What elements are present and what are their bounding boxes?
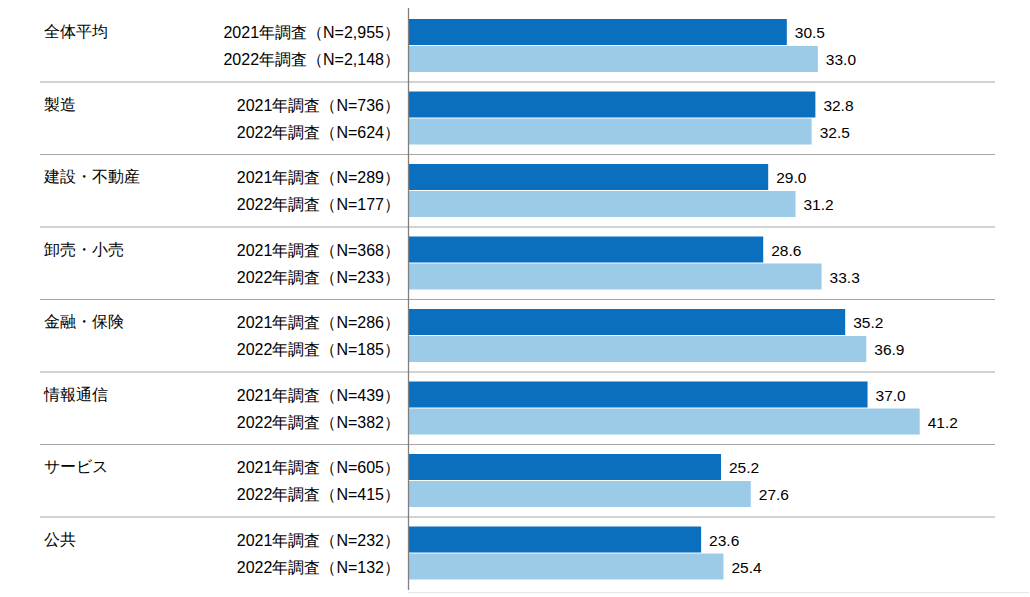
bar bbox=[408, 554, 723, 580]
bar-label: 2021年調査（N=736） bbox=[237, 97, 400, 114]
data-label: 35.2 bbox=[853, 314, 883, 331]
bar-label: 2021年調査（N=2,955） bbox=[223, 24, 400, 41]
bar bbox=[408, 164, 768, 190]
data-label: 37.0 bbox=[876, 387, 907, 404]
bar-label: 2022年調査（N=233） bbox=[237, 269, 400, 286]
category-label: サービス bbox=[44, 458, 108, 475]
bar bbox=[408, 264, 822, 290]
bar-label: 2022年調査（N=2,148） bbox=[223, 51, 400, 68]
category-label: 全体平均 bbox=[44, 23, 108, 40]
bar bbox=[408, 336, 866, 362]
range-line bbox=[408, 592, 1029, 593]
separator bbox=[40, 81, 995, 82]
bar bbox=[408, 527, 701, 553]
bar bbox=[408, 481, 751, 507]
data-label: 29.0 bbox=[776, 169, 807, 186]
bar-label: 2021年調査（N=605） bbox=[237, 459, 400, 476]
bar bbox=[408, 409, 920, 435]
chart: 全体平均 2021年調査（N=2,955） 30.5 2022年調査（N=2,148）… bbox=[0, 0, 1030, 597]
bar-label: 2022年調査（N=382） bbox=[237, 414, 400, 431]
bar bbox=[408, 46, 818, 72]
axis-line bbox=[408, 8, 409, 590]
data-label: 41.2 bbox=[928, 414, 958, 431]
bar-label: 2022年調査（N=132） bbox=[237, 559, 400, 576]
bar bbox=[408, 237, 763, 263]
category-label: 情報通信 bbox=[43, 386, 108, 403]
bar bbox=[408, 191, 796, 217]
data-label: 27.6 bbox=[759, 486, 789, 503]
bar bbox=[408, 454, 721, 480]
data-label: 31.2 bbox=[804, 196, 834, 213]
data-label: 25.4 bbox=[731, 559, 762, 576]
data-label: 33.3 bbox=[830, 269, 860, 286]
bar-label: 2021年調査（N=439） bbox=[237, 387, 400, 404]
separator bbox=[40, 154, 995, 155]
bar-label: 2021年調査（N=368） bbox=[237, 242, 400, 259]
separator bbox=[40, 371, 995, 372]
data-label: 25.2 bbox=[729, 459, 759, 476]
labels: 全体平均 2021年調査（N=2,955） 30.5 2022年調査（N=2,148）… bbox=[43, 23, 958, 576]
separator bbox=[40, 226, 995, 227]
bar-label: 2021年調査（N=289） bbox=[237, 169, 400, 186]
bar bbox=[408, 382, 868, 408]
separator bbox=[40, 444, 995, 445]
bar bbox=[408, 19, 787, 45]
data-label: 32.8 bbox=[823, 97, 853, 114]
bar-label: 2022年調査（N=415） bbox=[237, 486, 400, 503]
bar-label: 2022年調査（N=185） bbox=[237, 341, 400, 358]
bar-label: 2022年調査（N=624） bbox=[237, 124, 400, 141]
data-label: 28.6 bbox=[771, 242, 801, 259]
separator bbox=[40, 516, 995, 517]
bar-label: 2022年調査（N=177） bbox=[237, 196, 400, 213]
bar-label: 2021年調査（N=232） bbox=[237, 532, 400, 549]
category-label: 卸売・小売 bbox=[44, 241, 124, 258]
bar-label: 2021年調査（N=286） bbox=[237, 314, 400, 331]
bar bbox=[408, 119, 812, 145]
category-label: 製造 bbox=[44, 96, 76, 113]
data-label: 23.6 bbox=[709, 532, 739, 549]
bar bbox=[408, 309, 845, 335]
data-label: 33.0 bbox=[826, 51, 857, 68]
bar bbox=[408, 92, 815, 118]
data-label: 32.5 bbox=[820, 124, 850, 141]
data-label: 36.9 bbox=[874, 341, 904, 358]
category-label: 建設・不動産 bbox=[43, 168, 140, 185]
separator bbox=[40, 299, 995, 300]
category-label: 金融・保険 bbox=[44, 313, 124, 330]
data-label: 30.5 bbox=[795, 24, 825, 41]
bars bbox=[408, 19, 920, 580]
category-label: 公共 bbox=[44, 531, 76, 548]
